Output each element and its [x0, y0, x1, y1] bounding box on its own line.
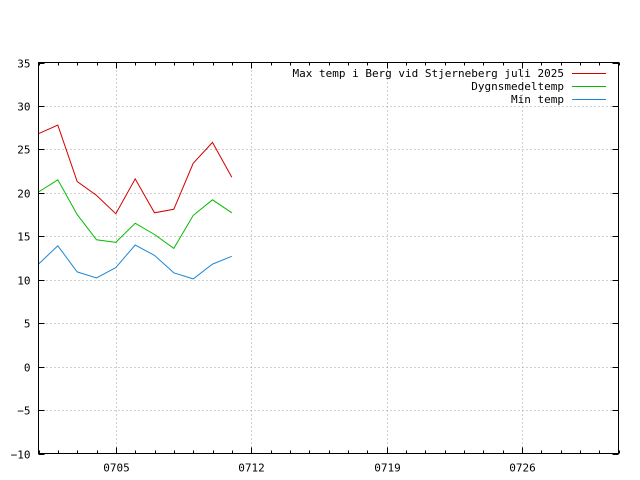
x-tick-label: 0712 [238, 462, 265, 475]
x-tick-label: 0719 [374, 462, 401, 475]
y-tick-label: −5 [17, 405, 30, 418]
series-line-1 [38, 124, 233, 215]
label-layer: −10 −5 0 5 10 15 20 25 30 35 0705 0712 0719 0726 [11, 58, 536, 475]
legend-label: Dygnsmedeltemp [471, 80, 564, 93]
grid-layer [38, 62, 619, 454]
y-tick-label: 10 [17, 275, 30, 288]
y-tick-label: 35 [17, 58, 30, 71]
tick-layer [38, 62, 620, 455]
y-tick-label: 5 [24, 318, 31, 331]
legend-label: Max temp i Berg vid Stjerneberg juli 202… [292, 67, 564, 80]
y-tick-label: −10 [11, 449, 31, 462]
legend-label: Min temp [511, 93, 564, 106]
x-tick-label: 0705 [103, 462, 130, 475]
x-tick-label: 0726 [509, 462, 536, 475]
legend: Max temp i Berg vid Stjerneberg juli 202… [292, 67, 606, 106]
series-line-2 [38, 179, 233, 250]
y-tick-label: 25 [17, 144, 30, 157]
series-line-3 [38, 244, 232, 280]
y-tick-label: 0 [24, 362, 31, 375]
plot-frame [38, 62, 619, 454]
y-tick-label: 30 [17, 101, 30, 114]
y-tick-label: 15 [17, 231, 30, 244]
series-layer [38, 124, 233, 280]
y-tick-label: 20 [17, 188, 30, 201]
